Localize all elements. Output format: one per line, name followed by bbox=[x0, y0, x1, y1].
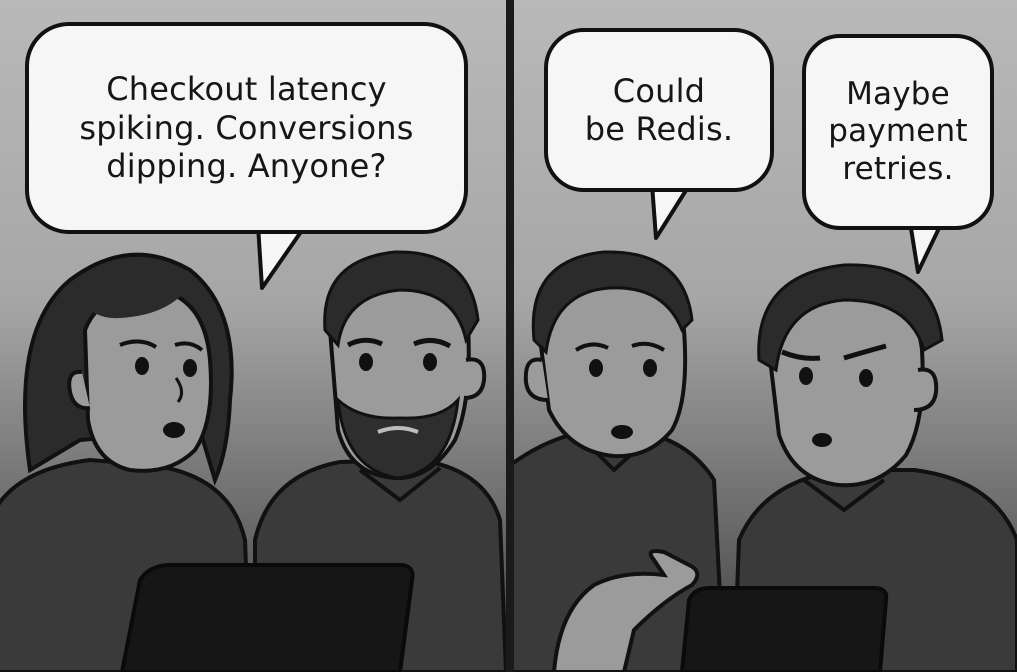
speech-bubble-payment-retries: Maybe payment retries. bbox=[802, 34, 994, 230]
speech-line: Maybe bbox=[846, 76, 950, 113]
pointing-man-character bbox=[514, 250, 727, 672]
speech-bubble-checkout-latency: Checkout latency spiking. Conversions di… bbox=[25, 22, 468, 234]
speech-line: Checkout latency bbox=[106, 70, 387, 109]
speech-bubble-redis: Could be Redis. bbox=[544, 28, 774, 192]
speech-line: be Redis. bbox=[584, 110, 734, 148]
speech-line: dipping. Anyone? bbox=[106, 147, 387, 186]
panel-left-art bbox=[0, 250, 506, 672]
speech-line: Could bbox=[612, 71, 706, 110]
laptop-right bbox=[679, 586, 889, 672]
speech-line: retries. bbox=[842, 150, 954, 187]
speech-line: payment bbox=[828, 113, 968, 150]
speech-line: spiking. Conversions bbox=[79, 108, 414, 147]
panel-right-art bbox=[514, 250, 1017, 672]
laptop-left bbox=[119, 563, 415, 672]
